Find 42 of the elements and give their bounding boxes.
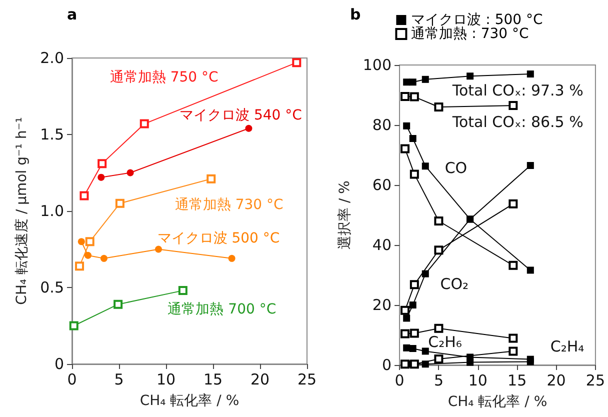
annotation: C₂H₆ <box>428 332 462 351</box>
x-tick-label: 15 <box>203 370 223 388</box>
y-tick-label: 0 <box>382 356 392 374</box>
x-tick-label: 5 <box>434 372 444 390</box>
x-tick-label: 10 <box>156 370 176 388</box>
x-tick-label: 20 <box>546 372 566 390</box>
x-tick-label: 5 <box>114 370 124 388</box>
y-tick-label: 60 <box>372 176 392 194</box>
annotation: Total COₓ: 86.5 % <box>451 113 584 131</box>
x-tick-label: 20 <box>250 370 270 388</box>
x-tick-label: 0 <box>394 372 404 390</box>
chart-title: b <box>350 6 361 24</box>
x-tick-label: 25 <box>586 372 606 390</box>
y-tick-label: 2.0 <box>40 49 64 67</box>
annotation: CO₂ <box>440 275 469 293</box>
y-tick-label: 20 <box>372 296 392 314</box>
y-tick-label: 0.5 <box>40 278 64 296</box>
legend-label: 通常加熱 : 730 °C <box>411 26 530 42</box>
annotation: Total COₓ: 97.3 % <box>451 82 584 100</box>
x-tick-label: 10 <box>468 372 488 390</box>
y-axis-title: CH₄ 転化速度 / μmol g⁻¹ h⁻¹ <box>14 117 30 305</box>
series-label: 通常加熱 750 °C <box>110 70 218 86</box>
y-tick-label: 80 <box>372 116 392 134</box>
series-label: マイクロ波 540 °C <box>180 107 302 124</box>
x-tick-label: 15 <box>508 372 527 390</box>
y-tick-label: 100 <box>362 56 392 74</box>
annotation: C₂H₄ <box>550 338 584 356</box>
y-tick-label: 1.0 <box>40 202 64 220</box>
y-tick-label: 1.5 <box>40 126 64 144</box>
series-label: 通常加熱 700 °C <box>168 302 276 318</box>
y-tick-label: 40 <box>372 236 392 254</box>
y-tick-label: 0 <box>54 355 64 373</box>
y-axis-title: 選択率 / % <box>337 180 353 250</box>
legend-label: マイクロ波 : 500 °C <box>411 12 544 28</box>
x-axis-title: CH₄ 転化率 / % <box>448 394 548 410</box>
series-label: 通常加熱 730 °C <box>174 196 284 213</box>
series-label: マイクロ波 500 °C <box>157 230 280 246</box>
chart-title: a <box>67 6 78 24</box>
annotation: CO <box>444 158 468 177</box>
x-tick-label: 0 <box>67 370 77 388</box>
x-tick-label: 25 <box>297 370 317 388</box>
x-axis-title: CH₄ 転化率 / % <box>140 393 240 409</box>
